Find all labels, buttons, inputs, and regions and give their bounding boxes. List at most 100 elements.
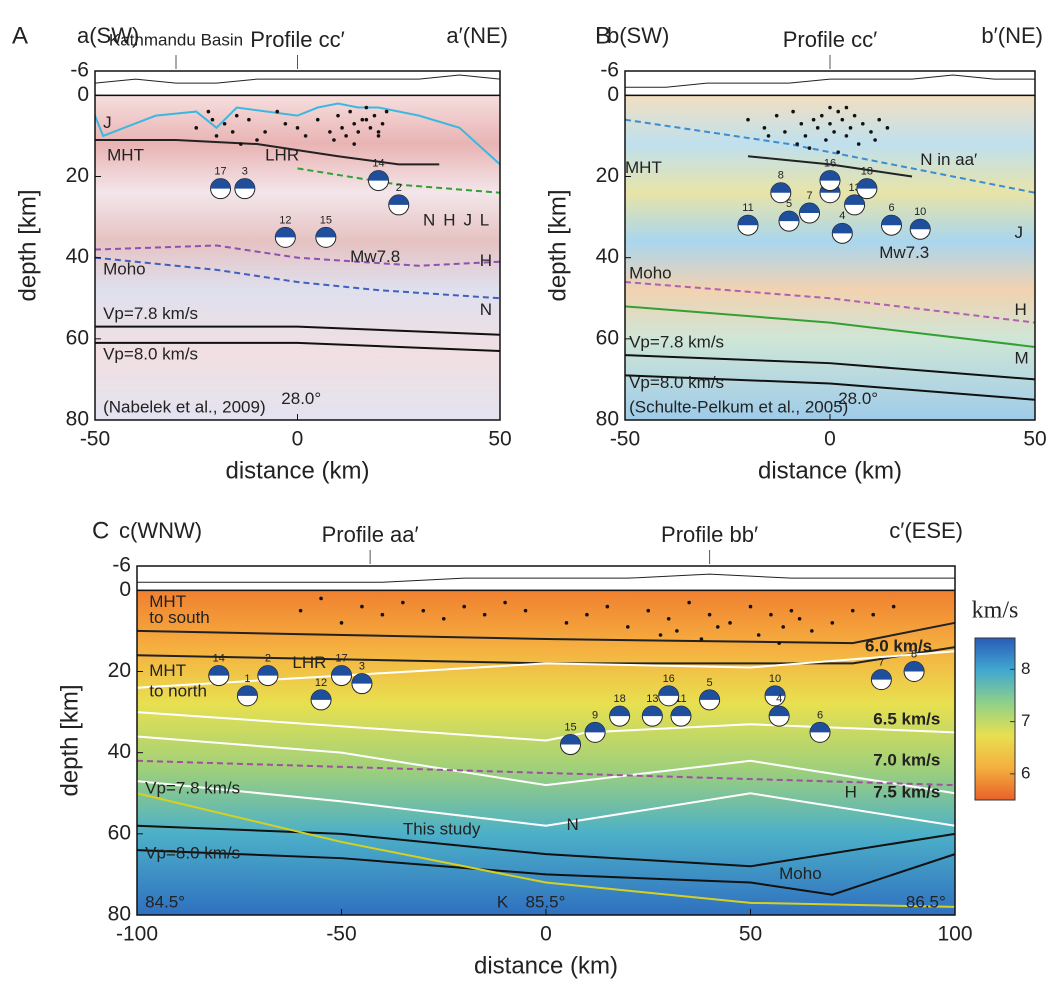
earthquake: [828, 121, 832, 126]
x-tick-label: 100: [937, 923, 972, 946]
profile-line: [136, 849, 956, 896]
focal-mechanism-fill: [275, 227, 296, 238]
y-tick-label: 40: [596, 245, 619, 268]
earthquake: [877, 117, 881, 122]
earthquake: [830, 621, 835, 625]
annotation: 28.0°: [838, 389, 878, 408]
annotation: Vp=8.0 km/s: [629, 373, 724, 392]
mechanism-label: 3: [242, 166, 248, 178]
annotation: to south: [149, 608, 210, 627]
focal-mechanism-fill: [311, 689, 332, 700]
annotation: Moho: [779, 864, 822, 883]
earthquake: [715, 625, 720, 629]
y-tick-label: 0: [607, 83, 619, 106]
y-tick-label: 60: [108, 821, 131, 844]
earthquake: [380, 121, 385, 126]
profile-line: [136, 824, 956, 868]
earthquake: [891, 604, 896, 609]
earthquake: [295, 126, 300, 130]
y-tick-label: 40: [108, 740, 131, 763]
x-tick-label: -100: [116, 923, 158, 946]
mechanism-label: 11: [742, 202, 753, 214]
profile-line: [136, 621, 956, 645]
y-tick-label: -6: [112, 554, 131, 577]
background: [625, 95, 1035, 420]
annotation: 86.5°: [906, 892, 946, 911]
earthquake: [263, 130, 267, 134]
y-tick-label: 80: [596, 408, 619, 431]
mechanism-label: 4: [776, 693, 782, 705]
earthquake: [799, 121, 804, 126]
topography: [625, 74, 1035, 88]
earthquake: [380, 612, 385, 617]
mechanism-label: 8: [911, 648, 917, 660]
annotation: H: [480, 251, 492, 270]
profile-marker: Profile cc′: [783, 27, 878, 52]
earthquake: [344, 134, 348, 138]
earthquake: [848, 126, 853, 130]
y-tick-label: 80: [66, 408, 89, 431]
profile-line: [95, 138, 440, 166]
focal-mechanism-fill: [844, 194, 865, 205]
earthquake: [797, 616, 802, 621]
x-tick-label: -50: [80, 428, 110, 451]
earthquake: [795, 142, 799, 146]
profile-line: [624, 305, 1036, 348]
y-tick-label: -6: [600, 59, 619, 82]
colorbar-label: km/s: [972, 598, 1019, 624]
annotation: 7.5 km/s: [873, 783, 940, 802]
y-tick-label: -6: [70, 59, 89, 82]
earthquake: [781, 625, 786, 629]
earthquake: [298, 608, 303, 613]
earthquake: [336, 113, 340, 118]
profile-line: [95, 341, 501, 353]
earthquake: [844, 105, 849, 110]
mechanism-label: 15: [564, 721, 576, 733]
annotation: K: [497, 892, 509, 911]
focal-mechanism-fill: [779, 211, 799, 222]
earthquake: [206, 109, 211, 114]
annotation: Vp=7.8 km/s: [629, 332, 724, 351]
earthquake: [728, 621, 732, 625]
earthquake: [303, 134, 308, 138]
profile-marker: Kathmandu Basin: [109, 30, 243, 49]
annotation: L: [480, 211, 489, 230]
earthquake: [368, 126, 373, 130]
annotation: Moho: [103, 259, 146, 278]
mechanism-label: 10: [769, 673, 781, 685]
focal-mechanism-fill: [331, 665, 352, 676]
annotation: J: [464, 211, 473, 230]
earthquake: [319, 596, 323, 601]
topography: [137, 573, 955, 583]
focal-mechanism-fill: [642, 706, 663, 717]
profile-line: [94, 102, 501, 166]
x-tick-label: 0: [824, 428, 836, 451]
earthquake: [844, 134, 849, 138]
earthquake: [401, 600, 405, 605]
annotation: Vp=8.0 km/s: [103, 345, 198, 364]
earthquake: [503, 600, 507, 605]
y-tick-label: 80: [108, 903, 131, 926]
earthquake: [885, 126, 890, 130]
colorbar-tick-label: 8: [1021, 659, 1030, 678]
earthquake: [856, 142, 861, 146]
earthquake: [675, 629, 679, 633]
x-axis-label: distance (km): [225, 457, 369, 484]
mechanism-label: 12: [315, 677, 327, 689]
earthquake: [707, 612, 712, 617]
mechanism-label: 15: [320, 214, 332, 226]
x-tick-label: 0: [292, 428, 304, 451]
annotation: MHT: [107, 146, 144, 165]
earthquake: [836, 109, 840, 114]
earthquake: [283, 121, 288, 126]
focal-mechanism-fill: [738, 215, 758, 226]
focal-mechanism-fill: [237, 685, 258, 696]
y-axis-label: depth [km]: [544, 189, 571, 301]
earthquake: [871, 612, 875, 617]
profile-marker: Profile bb′: [661, 522, 758, 547]
panel-label: C: [92, 517, 109, 544]
annotation: 7.0 km/s: [873, 750, 940, 769]
earthquake: [824, 138, 828, 142]
colorbar-tick-label: 6: [1021, 763, 1030, 782]
